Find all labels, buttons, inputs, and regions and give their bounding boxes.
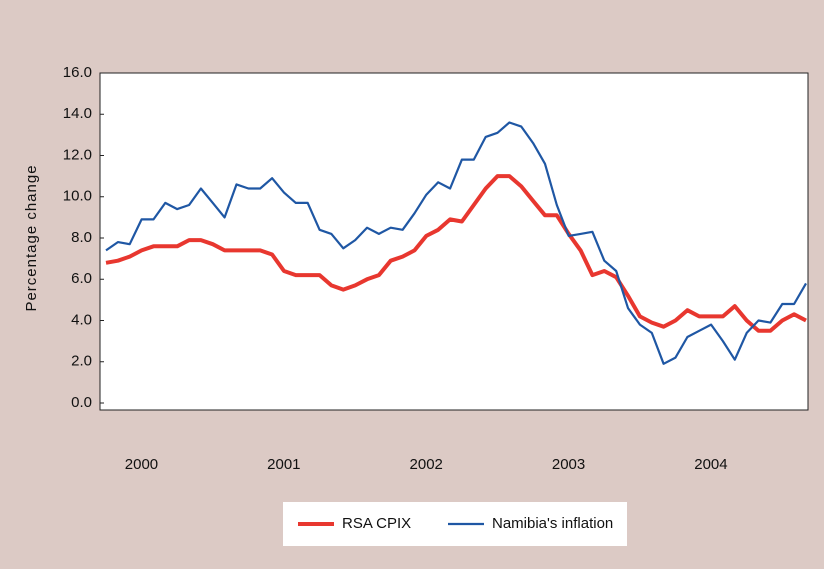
y-tick-label: 6.0 xyxy=(71,270,92,287)
x-tick-label: 2000 xyxy=(125,456,158,473)
series-line xyxy=(105,174,807,333)
y-axis-label: Percentage change xyxy=(23,164,40,311)
x-tick-label: 2002 xyxy=(410,456,443,473)
y-tick-label: 16.0 xyxy=(63,64,92,81)
y-tick-label: 0.0 xyxy=(71,394,92,411)
y-tick-label: 14.0 xyxy=(63,105,92,122)
x-tick-label: 2004 xyxy=(694,456,727,473)
legend-label: RSA CPIX xyxy=(342,515,411,532)
legend-label: Namibia's inflation xyxy=(492,515,613,532)
plot-area xyxy=(99,72,809,411)
x-tick-label: 2001 xyxy=(267,456,300,473)
x-tick-label: 2003 xyxy=(552,456,585,473)
y-tick-label: 8.0 xyxy=(71,229,92,246)
series-line xyxy=(105,121,807,365)
y-tick-label: 12.0 xyxy=(63,146,92,163)
y-tick-label: 10.0 xyxy=(63,188,92,205)
y-tick-label: 2.0 xyxy=(71,353,92,370)
y-tick-label: 4.0 xyxy=(71,311,92,328)
